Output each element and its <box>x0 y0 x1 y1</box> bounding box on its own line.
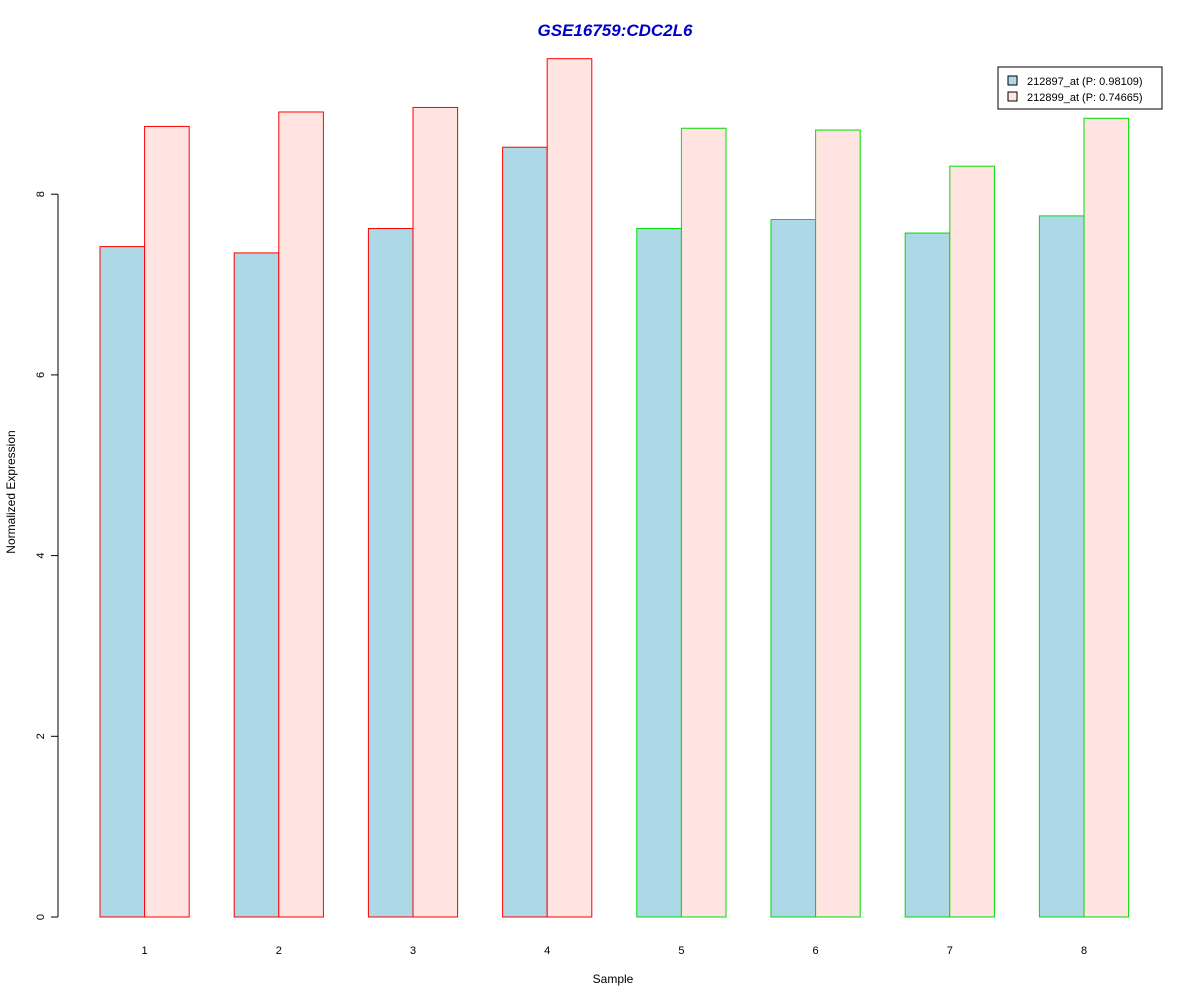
legend-label-series-1: 212897_at (P: 0.98109) <box>1027 76 1143 88</box>
y-axis-tick-label: 0 <box>35 914 47 920</box>
bar-sample-4-series-1 <box>502 146 548 918</box>
x-axis-tick-labels: 1 2 3 4 5 6 7 8 <box>142 945 1088 957</box>
x-axis-tick-label: 7 <box>947 945 953 957</box>
bar-sample-8-series-1 <box>1038 215 1085 918</box>
bar-sample-6-series-1 <box>770 218 817 918</box>
bar-sample-6-series-2 <box>815 129 861 918</box>
y-axis-tick-label: 8 <box>35 191 47 197</box>
bar-sample-5-series-2 <box>680 127 727 918</box>
y-axis-tick-label: 2 <box>35 733 47 739</box>
x-axis-tick-label: 8 <box>1081 945 1087 957</box>
legend-swatch-series-1 <box>1007 75 1018 86</box>
bar-sample-4-series-2 <box>546 58 593 918</box>
chart-title: GSE16759:CDC2L6 <box>538 21 694 40</box>
x-axis-tick-label: 5 <box>678 945 684 957</box>
bar-sample-3-series-2 <box>412 106 459 918</box>
y-axis-label: Normalized Expression <box>4 430 18 553</box>
x-axis-tick-label: 1 <box>142 945 148 957</box>
bar-sample-2-series-1 <box>233 252 280 918</box>
bar-sample-5-series-1 <box>636 228 682 918</box>
bar-sample-1-series-1 <box>99 246 146 918</box>
y-axis-tick-label: 4 <box>35 553 47 559</box>
x-axis-tick-label: 2 <box>276 945 282 957</box>
x-axis-tick-label: 6 <box>813 945 819 957</box>
y-axis-tick-label: 6 <box>35 372 47 378</box>
x-axis-label: Sample <box>593 972 634 986</box>
x-axis-tick-label: 3 <box>410 945 416 957</box>
legend: 212897_at (P: 0.98109) 212899_at (P: 0.7… <box>997 66 1163 110</box>
legend-swatch-series-2 <box>1007 91 1018 102</box>
y-axis: 0 2 4 6 8 <box>35 191 59 920</box>
bar-sample-3-series-1 <box>367 228 414 918</box>
legend-box <box>997 66 1163 110</box>
legend-label-series-2: 212899_at (P: 0.74665) <box>1027 92 1143 104</box>
bar-sample-8-series-2 <box>1083 117 1130 918</box>
bar-sample-7-series-1 <box>904 232 951 918</box>
bars <box>99 58 1130 918</box>
x-axis-tick-label: 4 <box>544 945 550 957</box>
bar-sample-7-series-2 <box>949 165 995 918</box>
bar-sample-2-series-2 <box>278 111 324 918</box>
bar-sample-1-series-2 <box>144 125 190 918</box>
